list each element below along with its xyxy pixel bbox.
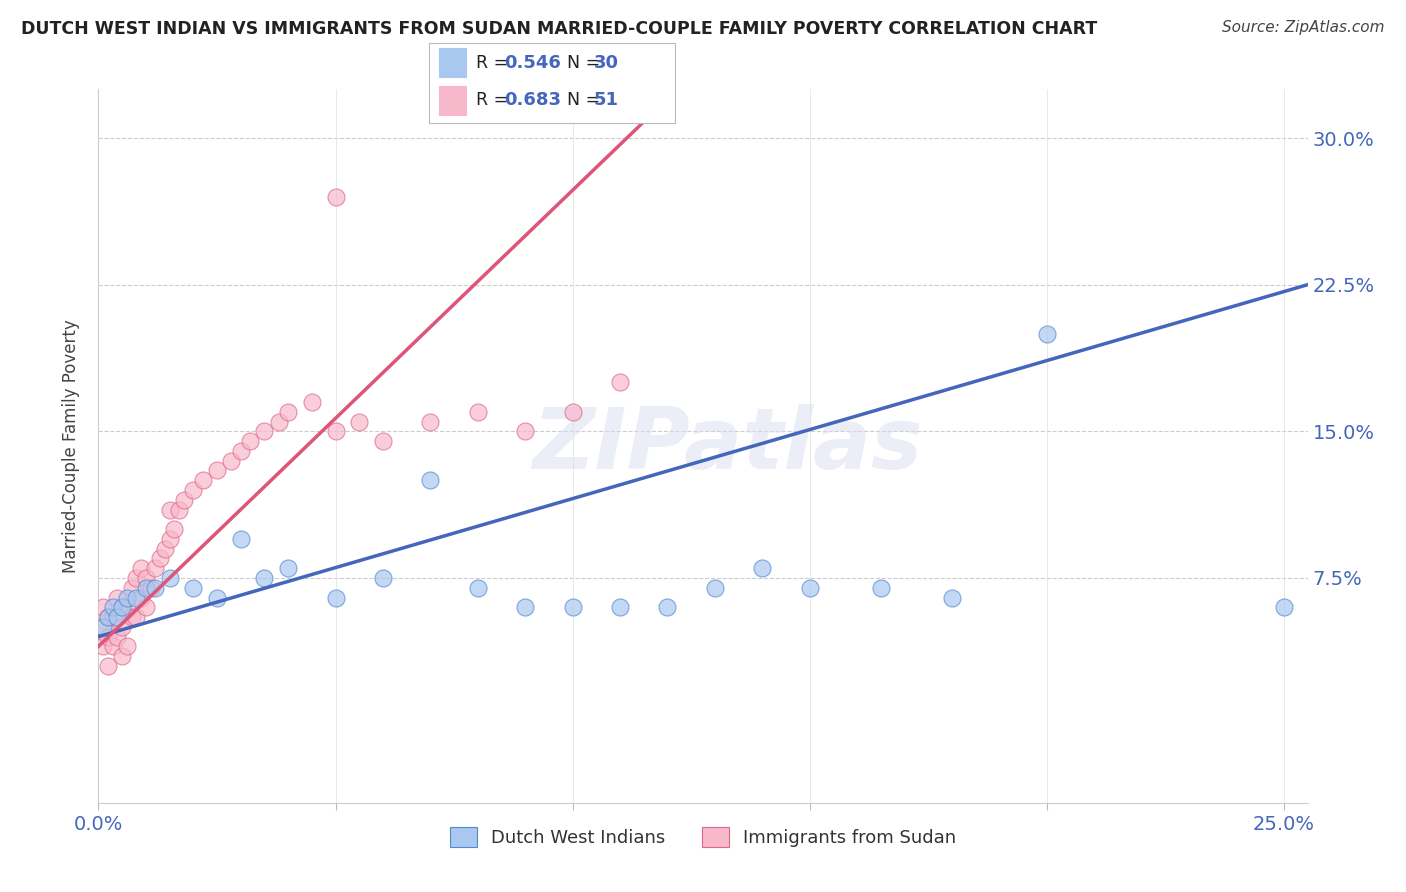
Point	[135, 581, 157, 595]
Text: R =: R =	[475, 91, 513, 109]
Point	[125, 591, 148, 605]
Y-axis label: Married-Couple Family Poverty: Married-Couple Family Poverty	[62, 319, 80, 573]
Text: N =: N =	[567, 54, 606, 72]
Legend: Dutch West Indians, Immigrants from Sudan: Dutch West Indians, Immigrants from Suda…	[443, 820, 963, 855]
Point	[97, 610, 120, 624]
Point	[159, 532, 181, 546]
Point	[325, 591, 347, 605]
Text: ZIPatlas: ZIPatlas	[531, 404, 922, 488]
Point	[91, 640, 114, 654]
Point	[143, 581, 166, 595]
Point	[561, 600, 583, 615]
Point	[97, 630, 120, 644]
Point	[277, 561, 299, 575]
Point	[253, 571, 276, 585]
Bar	[439, 48, 465, 78]
Point	[105, 630, 128, 644]
Point	[159, 571, 181, 585]
Point	[515, 425, 537, 439]
Point	[419, 415, 441, 429]
Point	[159, 502, 181, 516]
Point	[325, 190, 347, 204]
Point	[467, 581, 489, 595]
Text: DUTCH WEST INDIAN VS IMMIGRANTS FROM SUDAN MARRIED-COUPLE FAMILY POVERTY CORRELA: DUTCH WEST INDIAN VS IMMIGRANTS FROM SUD…	[21, 20, 1097, 37]
Point	[153, 541, 176, 556]
Point	[657, 600, 679, 615]
Point	[115, 600, 138, 615]
Point	[115, 591, 138, 605]
Point	[129, 561, 152, 575]
Point	[105, 610, 128, 624]
Point	[173, 492, 195, 507]
Point	[139, 581, 162, 595]
Point	[149, 551, 172, 566]
Point	[347, 415, 370, 429]
Point	[561, 405, 583, 419]
Point	[751, 561, 773, 575]
Point	[219, 453, 242, 467]
Point	[181, 581, 204, 595]
Point	[101, 640, 124, 654]
Point	[97, 659, 120, 673]
Point	[205, 591, 228, 605]
Point	[105, 591, 128, 605]
Point	[301, 395, 323, 409]
Point	[191, 473, 214, 487]
Point	[467, 405, 489, 419]
Text: R =: R =	[475, 54, 513, 72]
Point	[121, 610, 143, 624]
Point	[941, 591, 963, 605]
Point	[121, 581, 143, 595]
Point	[129, 591, 152, 605]
Point	[325, 425, 347, 439]
Point	[91, 620, 114, 634]
Point	[869, 581, 891, 595]
Point	[799, 581, 821, 595]
Point	[125, 610, 148, 624]
Point	[111, 649, 134, 664]
Bar	[439, 87, 465, 115]
Point	[1036, 326, 1059, 341]
Point	[371, 434, 394, 449]
Point	[609, 600, 631, 615]
Point	[91, 620, 114, 634]
Point	[239, 434, 262, 449]
Point	[515, 600, 537, 615]
Point	[143, 561, 166, 575]
Text: 0.546: 0.546	[503, 54, 561, 72]
Point	[97, 610, 120, 624]
Point	[163, 522, 186, 536]
Text: Source: ZipAtlas.com: Source: ZipAtlas.com	[1222, 20, 1385, 35]
Text: 51: 51	[593, 91, 619, 109]
Point	[125, 571, 148, 585]
Point	[135, 600, 157, 615]
Point	[229, 532, 252, 546]
Point	[167, 502, 190, 516]
Point	[111, 600, 134, 615]
Point	[205, 463, 228, 477]
Point	[111, 620, 134, 634]
Text: 0.683: 0.683	[503, 91, 561, 109]
Point	[1272, 600, 1295, 615]
Point	[115, 640, 138, 654]
Point	[135, 571, 157, 585]
Point	[371, 571, 394, 585]
Point	[703, 581, 725, 595]
Text: 30: 30	[593, 54, 619, 72]
Point	[609, 376, 631, 390]
Point	[419, 473, 441, 487]
Point	[101, 610, 124, 624]
Point	[229, 443, 252, 458]
Point	[267, 415, 290, 429]
Point	[91, 600, 114, 615]
Point	[253, 425, 276, 439]
Point	[101, 600, 124, 615]
Point	[181, 483, 204, 497]
Text: N =: N =	[567, 91, 606, 109]
Point	[277, 405, 299, 419]
Point	[111, 600, 134, 615]
